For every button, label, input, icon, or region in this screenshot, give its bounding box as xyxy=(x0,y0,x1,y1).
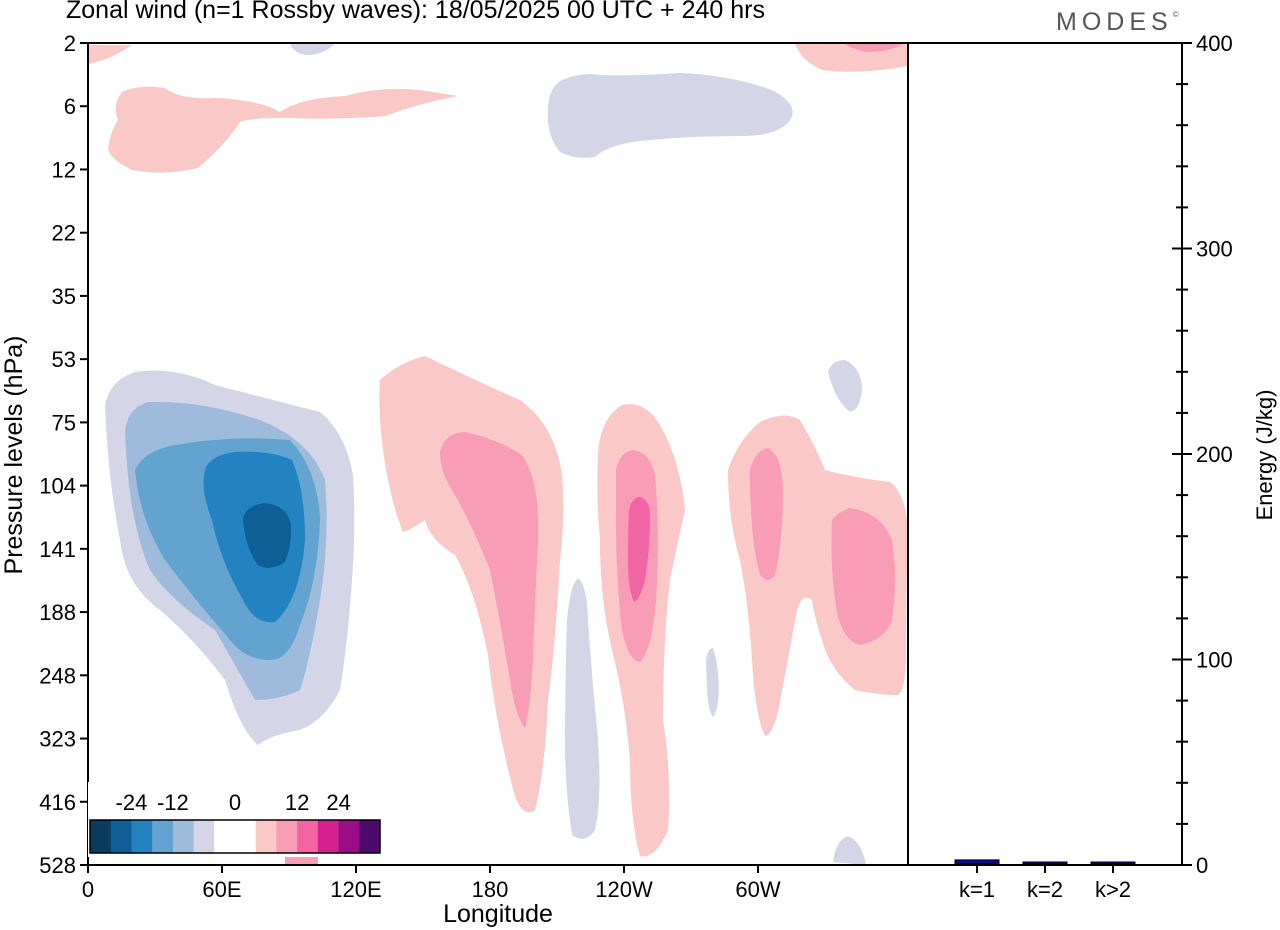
colorbar-swatch xyxy=(110,820,132,853)
x-axis-title: Longitude xyxy=(443,900,553,928)
contour-negative-blob-3 xyxy=(833,836,866,865)
pressure-axis: 2 6 12 22 35 53 75 104 141 188 248 323 416 528 xyxy=(39,31,88,878)
pressure-tick-label: 528 xyxy=(39,853,76,878)
energy-bar xyxy=(954,859,1000,865)
pressure-tick-label: 53 xyxy=(52,347,76,372)
energy-bar xyxy=(1090,861,1136,865)
y-axis-title-left: Pressure levels (hPa) xyxy=(0,336,28,575)
pressure-tick-label: 6 xyxy=(64,94,76,119)
colorbar-labels: -24 -12 0 12 24 xyxy=(116,790,351,815)
contour-positive-8 xyxy=(831,508,895,645)
colorbar-label: 24 xyxy=(326,790,350,815)
y-axis-title-right: Energy (J/kg) xyxy=(1252,390,1277,521)
pressure-tick-label: 141 xyxy=(39,537,76,562)
contour-positive-7 xyxy=(750,448,783,580)
longitude-tick-label: 60E xyxy=(202,877,241,902)
energy-tick-label: 200 xyxy=(1196,442,1233,467)
contour-positive-top-right-core xyxy=(845,43,905,52)
colorbar xyxy=(88,782,382,857)
colorbar-label: -12 xyxy=(157,790,189,815)
contour-negative-strip xyxy=(565,578,600,839)
colorbar-label: 12 xyxy=(285,790,309,815)
colorbar-swatch xyxy=(235,820,257,853)
contour-negative-top xyxy=(290,43,335,55)
colorbar-label: 0 xyxy=(229,790,241,815)
colorbar-swatch xyxy=(297,820,319,853)
colorbar-swatch xyxy=(193,820,215,853)
longitude-tick-label: 120W xyxy=(595,877,653,902)
energy-bar-labels: k=1 k=2 k>2 xyxy=(959,865,1131,902)
pressure-tick-label: 248 xyxy=(39,663,76,688)
pressure-tick-label: 35 xyxy=(52,284,76,309)
contour-negative-stratosphere xyxy=(547,73,793,158)
chart-title: Zonal wind (n=1 Rossby waves): 18/05/202… xyxy=(66,0,765,24)
energy-tick-label: 300 xyxy=(1196,237,1233,262)
contour-positive-top-left xyxy=(88,45,132,64)
pressure-tick-label: 188 xyxy=(39,600,76,625)
colorbar-swatch xyxy=(214,820,236,853)
colorbar-swatch xyxy=(90,820,112,853)
longitude-tick-label: 60W xyxy=(735,877,780,902)
colorbar-swatch xyxy=(255,820,277,853)
pressure-tick-label: 416 xyxy=(39,790,76,815)
colorbar-swatch xyxy=(172,820,195,853)
longitude-axis: 0 60E 120E 180 120W 60W xyxy=(82,865,781,902)
energy-bars xyxy=(954,859,1136,865)
contour-positive-2 xyxy=(440,432,539,728)
colorbar-swatch xyxy=(359,820,381,853)
colorbar-border xyxy=(89,819,381,854)
energy-category-label: k=1 xyxy=(959,877,995,902)
colorbar-swatch xyxy=(152,820,174,853)
pressure-tick-label: 75 xyxy=(52,410,76,435)
contour-negative-blob-1 xyxy=(706,648,719,717)
energy-tick-label: 0 xyxy=(1196,853,1208,878)
energy-axis: 0 100 200 300 400 xyxy=(1172,31,1233,878)
energy-tick-label: 100 xyxy=(1196,648,1233,673)
contour-plot xyxy=(88,43,908,865)
pressure-tick-label: 22 xyxy=(52,221,76,246)
longitude-tick-label: 180 xyxy=(472,877,509,902)
energy-category-label: k>2 xyxy=(1095,877,1131,902)
energy-panel-frame xyxy=(907,42,1183,866)
colorbar-label: -24 xyxy=(116,790,148,815)
contour-positive-stratosphere xyxy=(108,86,458,173)
longitude-tick-label: 120E xyxy=(330,877,381,902)
contour-negative-5 xyxy=(243,503,292,568)
energy-category-label: k=2 xyxy=(1027,877,1063,902)
longitude-tick-label: 0 xyxy=(82,877,94,902)
energy-tick-label: 400 xyxy=(1196,31,1233,56)
contour-negative-blob-2 xyxy=(828,360,862,412)
pressure-tick-label: 323 xyxy=(39,727,76,752)
colorbar-swatch xyxy=(131,820,153,853)
energy-bar xyxy=(1022,861,1068,865)
brand-logo: MODES© xyxy=(1056,8,1179,36)
pressure-tick-label: 12 xyxy=(52,157,76,182)
pressure-tick-label: 104 xyxy=(39,474,76,499)
pressure-tick-label: 2 xyxy=(64,31,76,56)
contour-positive-5 xyxy=(628,497,650,602)
colorbar-swatch xyxy=(338,820,360,853)
colorbar-swatch xyxy=(317,820,340,853)
colorbar-swatch xyxy=(276,820,298,853)
